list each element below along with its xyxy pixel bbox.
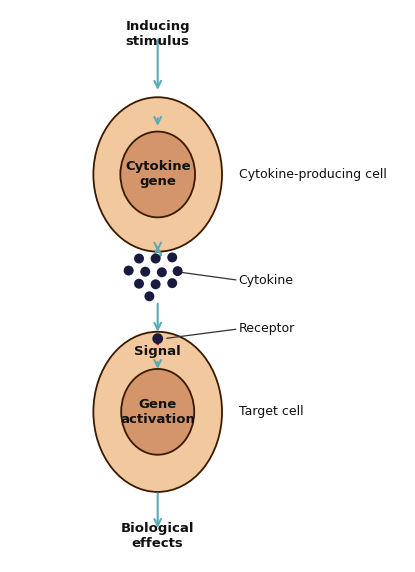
Text: Cytokine
gene: Cytokine gene [125,161,190,188]
Ellipse shape [93,97,222,252]
Circle shape [124,265,134,276]
Text: Cytokine: Cytokine [239,274,294,287]
Text: Signal: Signal [134,345,181,358]
Circle shape [151,253,161,264]
Text: Target cell: Target cell [239,406,303,418]
Text: Biological
effects: Biological effects [121,522,195,550]
Circle shape [144,291,154,301]
Text: Gene
activation: Gene activation [120,398,195,426]
Circle shape [134,279,144,289]
Ellipse shape [121,369,194,455]
Circle shape [152,333,163,344]
Circle shape [167,278,177,288]
Text: Inducing
stimulus: Inducing stimulus [125,20,190,48]
Ellipse shape [93,332,222,492]
Circle shape [134,253,144,264]
Circle shape [157,267,167,277]
Circle shape [151,279,161,289]
Circle shape [167,252,177,263]
Text: Cytokine-producing cell: Cytokine-producing cell [239,168,386,181]
Circle shape [140,267,150,277]
Circle shape [173,266,183,276]
Ellipse shape [120,132,195,217]
Text: Receptor: Receptor [239,323,295,335]
